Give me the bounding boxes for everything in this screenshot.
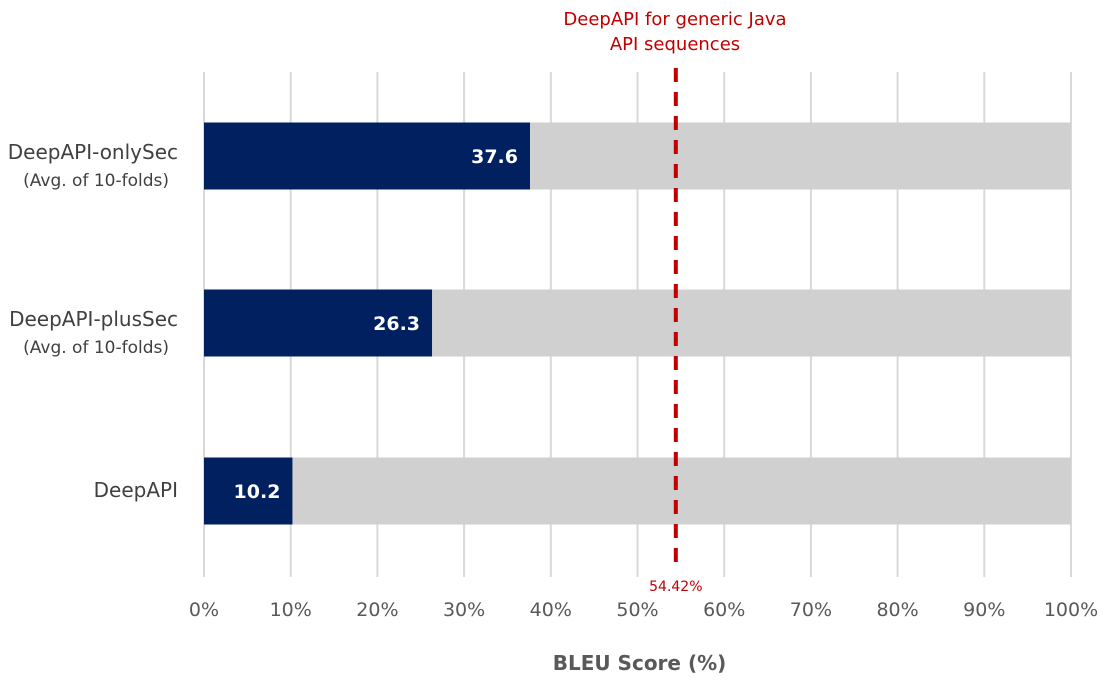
data-label: 26.3 [373, 313, 420, 335]
category-label: DeepAPI-onlySec [8, 140, 178, 164]
reference-label: DeepAPI for generic Java [563, 9, 786, 30]
data-label: 10.2 [234, 481, 281, 503]
x-tick-label: 30% [443, 599, 485, 621]
x-tick-label: 40% [530, 599, 572, 621]
x-tick-labels: 0% 10% 20% 30% 40% 50% 60% 70% 80% 90% 100% [189, 599, 1098, 621]
value-bars [204, 122, 530, 525]
x-tick-label: 90% [963, 599, 1005, 621]
x-tick-label: 70% [790, 599, 832, 621]
x-tick-label: 100% [1044, 599, 1098, 621]
category-sublabel: (Avg. of 10-folds) [23, 171, 169, 191]
x-tick-label: 60% [703, 599, 745, 621]
category-labels: DeepAPI-onlySec (Avg. of 10-folds) DeepAPI… [8, 140, 178, 502]
x-axis-title: BLEU Score (%) [553, 651, 727, 675]
category-label: DeepAPI [94, 478, 178, 502]
x-tick-label: 20% [356, 599, 398, 621]
data-labels: 37.6 26.3 10.2 [234, 146, 518, 503]
bar-DeepAPI-onlySec [204, 122, 530, 190]
x-tick-label: 50% [616, 599, 658, 621]
category-label: DeepAPI-plusSec [9, 307, 178, 331]
x-tick-label: 80% [876, 599, 918, 621]
x-tick-label: 10% [270, 599, 312, 621]
category-sublabel: (Avg. of 10-folds) [23, 338, 169, 358]
reference-label: API sequences [610, 34, 740, 55]
bar-DeepAPI-plusSec [204, 289, 433, 357]
reference-line-group: DeepAPI for generic Java API sequences 54.… [563, 9, 786, 595]
bar-DeepAPI [204, 457, 293, 525]
reference-value-label: 54.42% [649, 579, 702, 595]
x-tick-label: 0% [189, 599, 219, 621]
data-label: 37.6 [471, 146, 518, 168]
background-bar [204, 457, 1071, 525]
